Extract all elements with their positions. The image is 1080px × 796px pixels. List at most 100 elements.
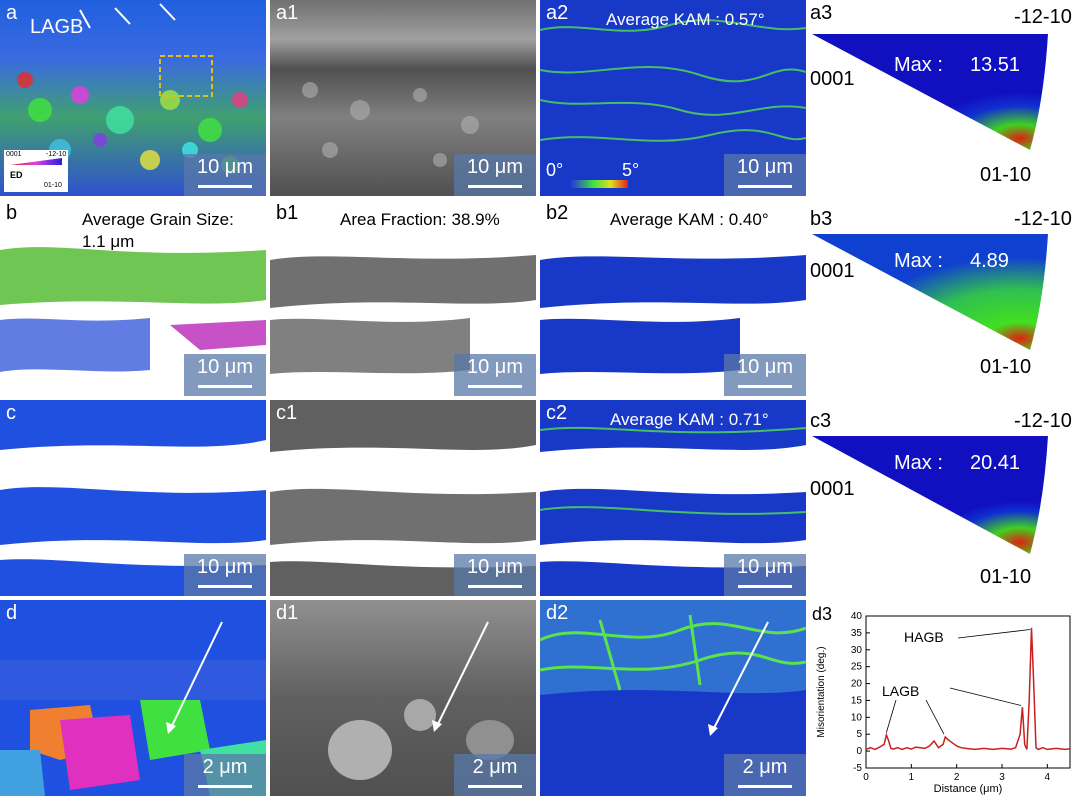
max-value: 4.89	[970, 250, 1009, 272]
scale-bar: 10 μm	[724, 154, 806, 196]
panel-label: c1	[276, 402, 298, 424]
average-kam: Average KAM : 0.57°	[606, 10, 765, 29]
panel-c3-ipf: c3 -12-10 0001 Max : 20.41 01-10	[808, 400, 1080, 596]
scale-bar: 2 μm	[454, 754, 536, 796]
y-tick-label: 25	[851, 662, 863, 673]
ipf-label-01-10: 01-10	[980, 356, 1032, 378]
lagb-arrow-3	[949, 687, 1022, 706]
average-grain-size: Average Grain Size:	[82, 210, 234, 229]
ipf-label-0001: 0001	[810, 478, 855, 500]
legend-ed: ED	[10, 170, 23, 180]
average-kam: Average KAM : 0.40°	[610, 210, 769, 229]
y-tick-label: 20	[851, 679, 863, 690]
panel-a2-kam: a2 Average KAM : 0.57° 0° 5° 10 μm	[540, 0, 806, 196]
y-tick-label: 5	[856, 729, 862, 740]
lagb-arrow-2	[925, 699, 945, 735]
scale-bar: 10 μm	[454, 354, 536, 396]
scale-bar: 10 μm	[184, 354, 266, 396]
panel-label: a1	[276, 2, 299, 24]
y-tick-label: 40	[851, 611, 863, 622]
panel-b3-ipf: b3 -12-10 0001 Max : 4.89 01-10	[808, 200, 1080, 396]
y-tick-label: 10	[851, 712, 863, 723]
scale-bar: 10 μm	[454, 554, 536, 596]
y-axis-label: Misorientation (deg.)	[816, 646, 827, 737]
max-value: 13.51	[970, 54, 1021, 76]
panel-label: b1	[276, 202, 299, 224]
ipf-label-12-10: -12-10	[1014, 410, 1072, 432]
panel-d1-sem: d1 2 μm	[270, 600, 536, 796]
panel-label: a2	[546, 2, 569, 24]
panel-a3-ipf: a3 -12-10 0001 Max : 13.51 01-10	[808, 0, 1080, 196]
sem-image	[270, 0, 536, 196]
legend-01-10: 01-10	[44, 182, 62, 189]
ipf-label-0001: 0001	[810, 260, 855, 282]
lagb-arrow-1	[886, 699, 897, 733]
panel-b2-kam: b2 Average KAM : 0.40° 10 μm	[540, 200, 806, 396]
panel-c1-sem: c1 10 μm	[270, 400, 536, 596]
x-tick-label: 1	[909, 772, 915, 783]
ipf-label-01-10: 01-10	[980, 164, 1032, 186]
panel-a1-sem: a1 10 μm	[270, 0, 536, 196]
scale-bar: 10 μm	[184, 554, 266, 596]
max-label: Max :	[894, 54, 943, 76]
y-tick-label: -5	[853, 763, 862, 774]
sem-image	[270, 200, 536, 396]
average-grain-size-value: 1.1 μm	[82, 232, 135, 251]
kam-bar-max: 5°	[622, 160, 640, 180]
panel-label: a	[6, 2, 18, 24]
x-tick-label: 4	[1045, 772, 1051, 783]
legend-12-10: -12-10	[46, 151, 67, 158]
x-tick-label: 3	[999, 772, 1005, 783]
panel-d3-misorientation-plot: d3 0 1 2 3 4 -5 0 5 10 15 20 25 30 35 40 HAGB LAGB Dist…	[808, 600, 1080, 796]
area-fraction: Area Fraction: 38.9%	[340, 210, 500, 229]
max-value: 20.41	[970, 452, 1021, 474]
ipf-triangle	[812, 436, 1048, 554]
y-tick-label: 15	[851, 695, 863, 706]
scale-bar: 2 μm	[184, 754, 266, 796]
scale-bar: 10 μm	[454, 154, 536, 196]
y-tick-label: 35	[851, 628, 863, 639]
panel-label: d2	[546, 602, 569, 624]
panel-label: b3	[810, 208, 833, 230]
panel-d2-kam: d2 2 μm	[540, 600, 806, 796]
hagb-arrow	[957, 629, 1031, 639]
x-tick-label: 2	[954, 772, 960, 783]
panel-label: b	[6, 202, 18, 224]
panel-b1-sem: b1 Area Fraction: 38.9% 10 μm	[270, 200, 536, 396]
ipf-triangle	[812, 34, 1048, 150]
series-line	[865, 627, 1071, 751]
y-tick-label: 30	[851, 645, 863, 656]
average-kam: Average KAM : 0.71°	[610, 410, 769, 429]
kam-bar-min: 0°	[546, 160, 564, 180]
x-tick-label: 0	[863, 772, 869, 783]
panel-label: c2	[546, 402, 568, 424]
max-label: Max :	[894, 250, 943, 272]
ipf-label-12-10: -12-10	[1014, 6, 1072, 28]
ipf-map-image	[0, 200, 266, 396]
legend-0001: 0001	[6, 151, 22, 158]
kam-map-image	[540, 600, 806, 796]
max-label: Max :	[894, 452, 943, 474]
y-tick-label: 0	[856, 746, 862, 757]
ipf-triangle	[812, 234, 1048, 350]
x-axis-label: Distance (μm)	[934, 783, 1003, 795]
panel-c2-kam: c2 Average KAM : 0.71° 10 μm	[540, 400, 806, 596]
panel-a-ipf-map: a LAGB 0001 -12-10 ED 01-10 10 μm	[0, 0, 266, 196]
panel-label: d1	[276, 602, 299, 624]
hagb-annotation: HAGB	[904, 629, 944, 645]
panel-label: c	[6, 402, 16, 424]
panel-d-ipf-map: d 2 μm	[0, 600, 266, 796]
panel-c-ipf-map: c 10 μm	[0, 400, 266, 596]
ipf-label-0001: 0001	[810, 68, 855, 90]
lagb-annotation: LAGB	[30, 16, 84, 38]
panel-label: a3	[810, 2, 833, 24]
scale-bar: 2 μm	[724, 754, 806, 796]
scale-bar: 10 μm	[724, 554, 806, 596]
scale-bar: 10 μm	[724, 354, 806, 396]
panel-label: d	[6, 602, 18, 624]
ipf-label-01-10: 01-10	[980, 566, 1032, 588]
scale-bar: 10 μm	[184, 154, 266, 196]
lagb-annotation: LAGB	[882, 683, 919, 699]
panel-label: c3	[810, 410, 832, 432]
